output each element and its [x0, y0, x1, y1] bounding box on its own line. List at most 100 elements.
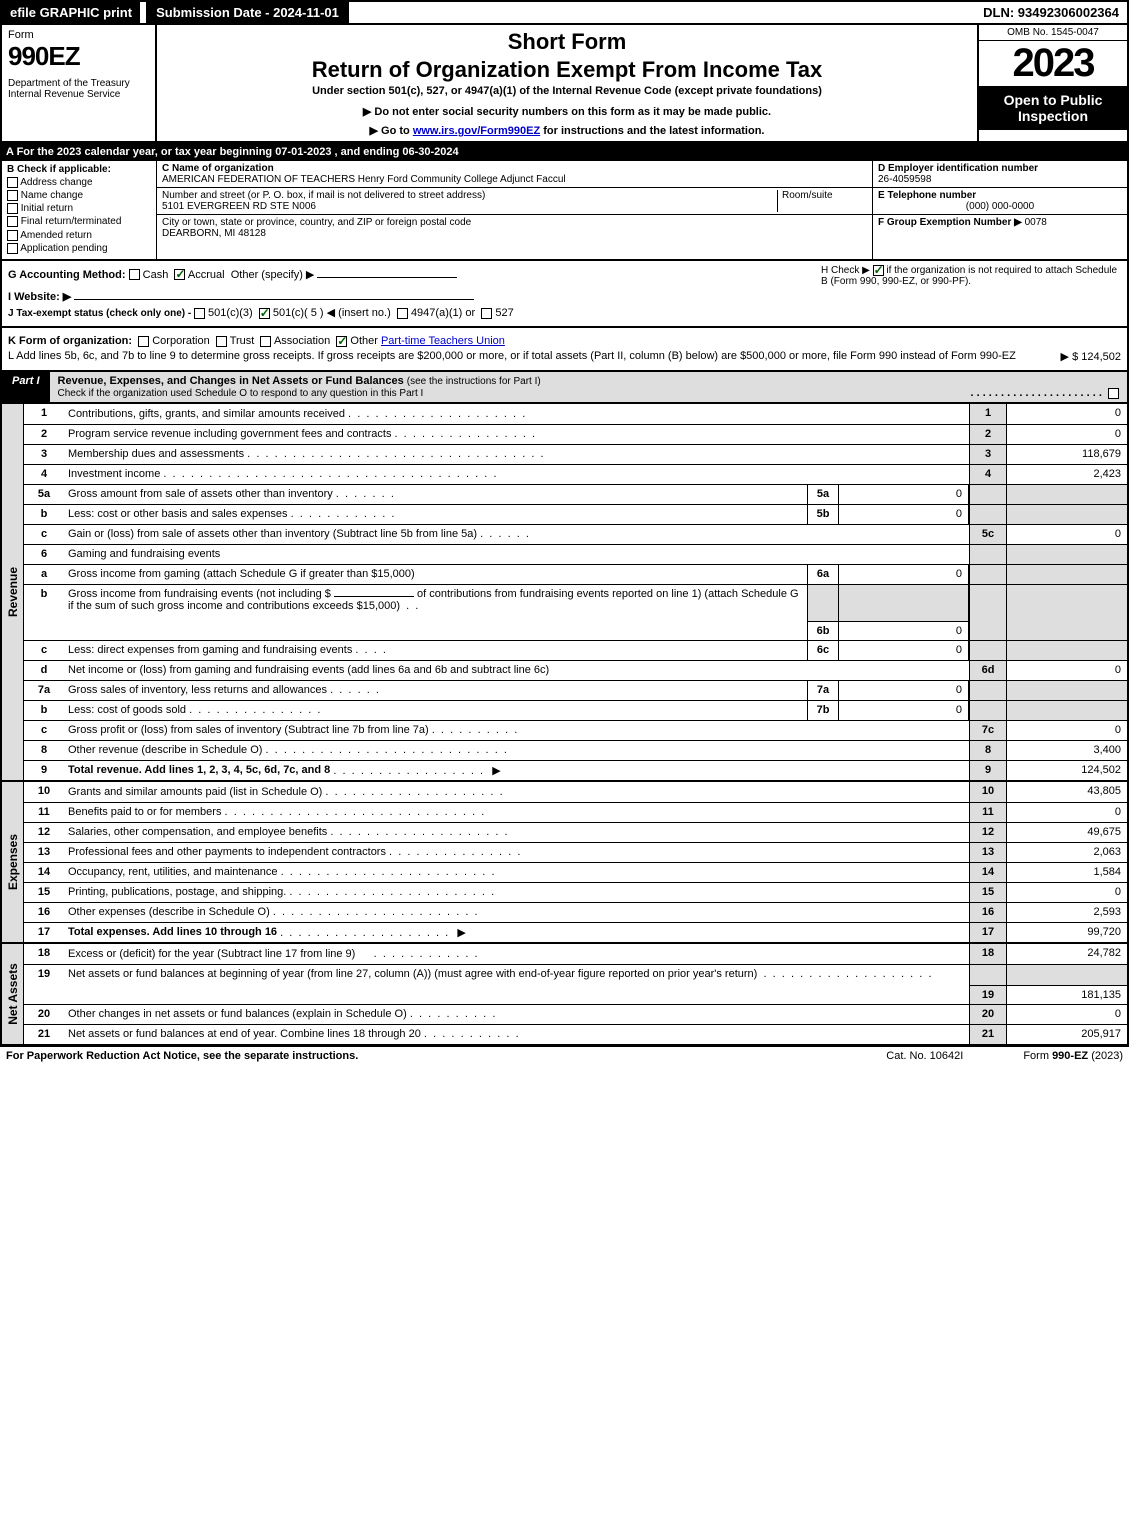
org-name-row: C Name of organization AMERICAN FEDERATI… — [157, 161, 872, 188]
accounting-other-input[interactable] — [317, 277, 457, 278]
check-application-pending[interactable]: Application pending — [7, 243, 151, 254]
line-10: 10 Grants and similar amounts paid (list… — [24, 782, 1127, 802]
line-16-value: 2,593 — [1007, 903, 1127, 922]
line-8-value: 3,400 — [1007, 741, 1127, 760]
line-3-value: 118,679 — [1007, 445, 1127, 464]
line-5c: c Gain or (loss) from sale of assets oth… — [24, 524, 1127, 544]
line-7a: 7a Gross sales of inventory, less return… — [24, 680, 1127, 700]
line-11-value: 0 — [1007, 803, 1127, 822]
checkbox-schedule-b[interactable] — [873, 265, 884, 276]
website-input[interactable] — [74, 299, 474, 300]
ein-row: D Employer identification number 26-4059… — [873, 161, 1127, 188]
line-4: 4 Investment income . . . . . . . . . . … — [24, 464, 1127, 484]
gross-receipts-value: ▶ $ 124,502 — [1053, 350, 1121, 363]
checkbox-corporation[interactable] — [138, 336, 149, 347]
line-16: 16 Other expenses (describe in Schedule … — [24, 902, 1127, 922]
line-j-tax-exempt: J Tax-exempt status (check only one) - 5… — [8, 306, 1121, 319]
part-i-tag: Part I — [2, 372, 50, 402]
group-exemption-value: 0078 — [1025, 217, 1047, 228]
expenses-side-label: Expenses — [2, 782, 24, 942]
line-17-value: 99,720 — [1007, 923, 1127, 942]
checkbox-schedule-o[interactable] — [1108, 388, 1119, 399]
checkbox-4947[interactable] — [397, 308, 408, 319]
line-15: 15 Printing, publications, postage, and … — [24, 882, 1127, 902]
tax-year: 2023 — [979, 41, 1127, 86]
column-b-checkboxes: B Check if applicable: Address change Na… — [2, 161, 157, 259]
line-12-value: 49,675 — [1007, 823, 1127, 842]
line-6c-value: 0 — [839, 641, 969, 660]
checkbox-501c3[interactable] — [194, 308, 205, 319]
line-k-form-of-org: K Form of organization: Corporation Trus… — [8, 335, 1121, 347]
ein-value: 26-4059598 — [878, 174, 931, 185]
city-row: City or town, state or province, country… — [157, 215, 872, 241]
check-address-change[interactable]: Address change — [7, 177, 151, 188]
checkbox-association[interactable] — [260, 336, 271, 347]
city-label: City or town, state or province, country… — [162, 217, 471, 228]
line-12: 12 Salaries, other compensation, and emp… — [24, 822, 1127, 842]
line-a-tax-year: A For the 2023 calendar year, or tax yea… — [0, 143, 1129, 161]
open-inspection-badge: Open to Public Inspection — [979, 86, 1127, 130]
checkbox-trust[interactable] — [216, 336, 227, 347]
line-18: 18 Excess or (deficit) for the year (Sub… — [24, 944, 1127, 964]
checkbox-icon — [7, 190, 18, 201]
revenue-block: Revenue 1 Contributions, gifts, grants, … — [2, 404, 1127, 780]
column-d-e-f: D Employer identification number 26-4059… — [872, 161, 1127, 259]
line-5b-value: 0 — [839, 505, 969, 524]
footer-notice: For Paperwork Reduction Act Notice, see … — [6, 1050, 358, 1062]
line-11: 11 Benefits paid to or for members . . .… — [24, 802, 1127, 822]
org-name-label: C Name of organization — [162, 163, 274, 174]
line-2-value: 0 — [1007, 425, 1127, 444]
lines-k-l: K Form of organization: Corporation Trus… — [0, 328, 1129, 372]
line-2: 2 Program service revenue including gove… — [24, 424, 1127, 444]
page-footer: For Paperwork Reduction Act Notice, see … — [0, 1046, 1129, 1065]
line-6d-value: 0 — [1007, 661, 1127, 680]
telephone-row: E Telephone number (000) 000-0000 — [873, 188, 1127, 215]
line-13: 13 Professional fees and other payments … — [24, 842, 1127, 862]
line-6c: c Less: direct expenses from gaming and … — [24, 640, 1127, 660]
other-org-type[interactable]: Part-time Teachers Union — [381, 335, 505, 347]
part-i-title: Revenue, Expenses, and Changes in Net As… — [50, 372, 1127, 402]
irs-link[interactable]: www.irs.gov/Form990EZ — [413, 125, 540, 137]
efile-print-button[interactable]: efile GRAPHIC print — [2, 2, 140, 23]
form-subtitle: Under section 501(c), 527, or 4947(a)(1)… — [165, 85, 969, 97]
line-9-value: 124,502 — [1007, 761, 1127, 780]
form-label: Form — [8, 29, 149, 41]
line-18-value: 24,782 — [1007, 944, 1127, 964]
dln: DLN: 93492306002364 — [975, 2, 1127, 23]
line-13-value: 2,063 — [1007, 843, 1127, 862]
check-final-return[interactable]: Final return/terminated — [7, 216, 151, 227]
checkbox-icon — [7, 177, 18, 188]
checkbox-accrual[interactable] — [174, 269, 185, 280]
financial-table: Revenue 1 Contributions, gifts, grants, … — [0, 404, 1129, 1046]
instructions-link-line: ▶ Go to www.irs.gov/Form990EZ for instru… — [165, 124, 969, 137]
street-label: Number and street (or P. O. box, if mail… — [162, 190, 485, 201]
line-5b: b Less: cost or other basis and sales ex… — [24, 504, 1127, 524]
header-left: Form 990EZ Department of the Treasury In… — [2, 25, 157, 141]
checkbox-cash[interactable] — [129, 269, 140, 280]
line-6b: b Gross income from fundraising events (… — [24, 584, 1127, 640]
check-amended-return[interactable]: Amended return — [7, 230, 151, 241]
line-7a-value: 0 — [839, 681, 969, 700]
line-i-website: I Website: ▶ — [8, 290, 1121, 303]
line-6b-value: 0 — [839, 622, 969, 640]
revenue-side-label: Revenue — [2, 404, 24, 780]
check-name-change[interactable]: Name change — [7, 190, 151, 201]
line-6a-value: 0 — [839, 565, 969, 584]
checkbox-501c[interactable] — [259, 308, 270, 319]
checkbox-other-org[interactable] — [336, 336, 347, 347]
form-title: Return of Organization Exempt From Incom… — [165, 57, 969, 83]
ein-label: D Employer identification number — [878, 163, 1038, 174]
expenses-block: Expenses 10 Grants and similar amounts p… — [2, 780, 1127, 942]
checkbox-icon — [7, 203, 18, 214]
line-6: 6 Gaming and fundraising events — [24, 544, 1127, 564]
group-exemption-row: F Group Exemption Number ▶ 0078 — [873, 215, 1127, 230]
checkbox-527[interactable] — [481, 308, 492, 319]
check-initial-return[interactable]: Initial return — [7, 203, 151, 214]
line-14: 14 Occupancy, rent, utilities, and maint… — [24, 862, 1127, 882]
telephone-value: (000) 000-0000 — [878, 201, 1122, 212]
line-21-value: 205,917 — [1007, 1025, 1127, 1044]
line-17: 17 Total expenses. Add lines 10 through … — [24, 922, 1127, 942]
line-l-gross-receipts: L Add lines 5b, 6c, and 7b to line 9 to … — [8, 350, 1121, 363]
line-6b-contrib-input[interactable] — [334, 596, 414, 597]
line-10-value: 43,805 — [1007, 782, 1127, 802]
